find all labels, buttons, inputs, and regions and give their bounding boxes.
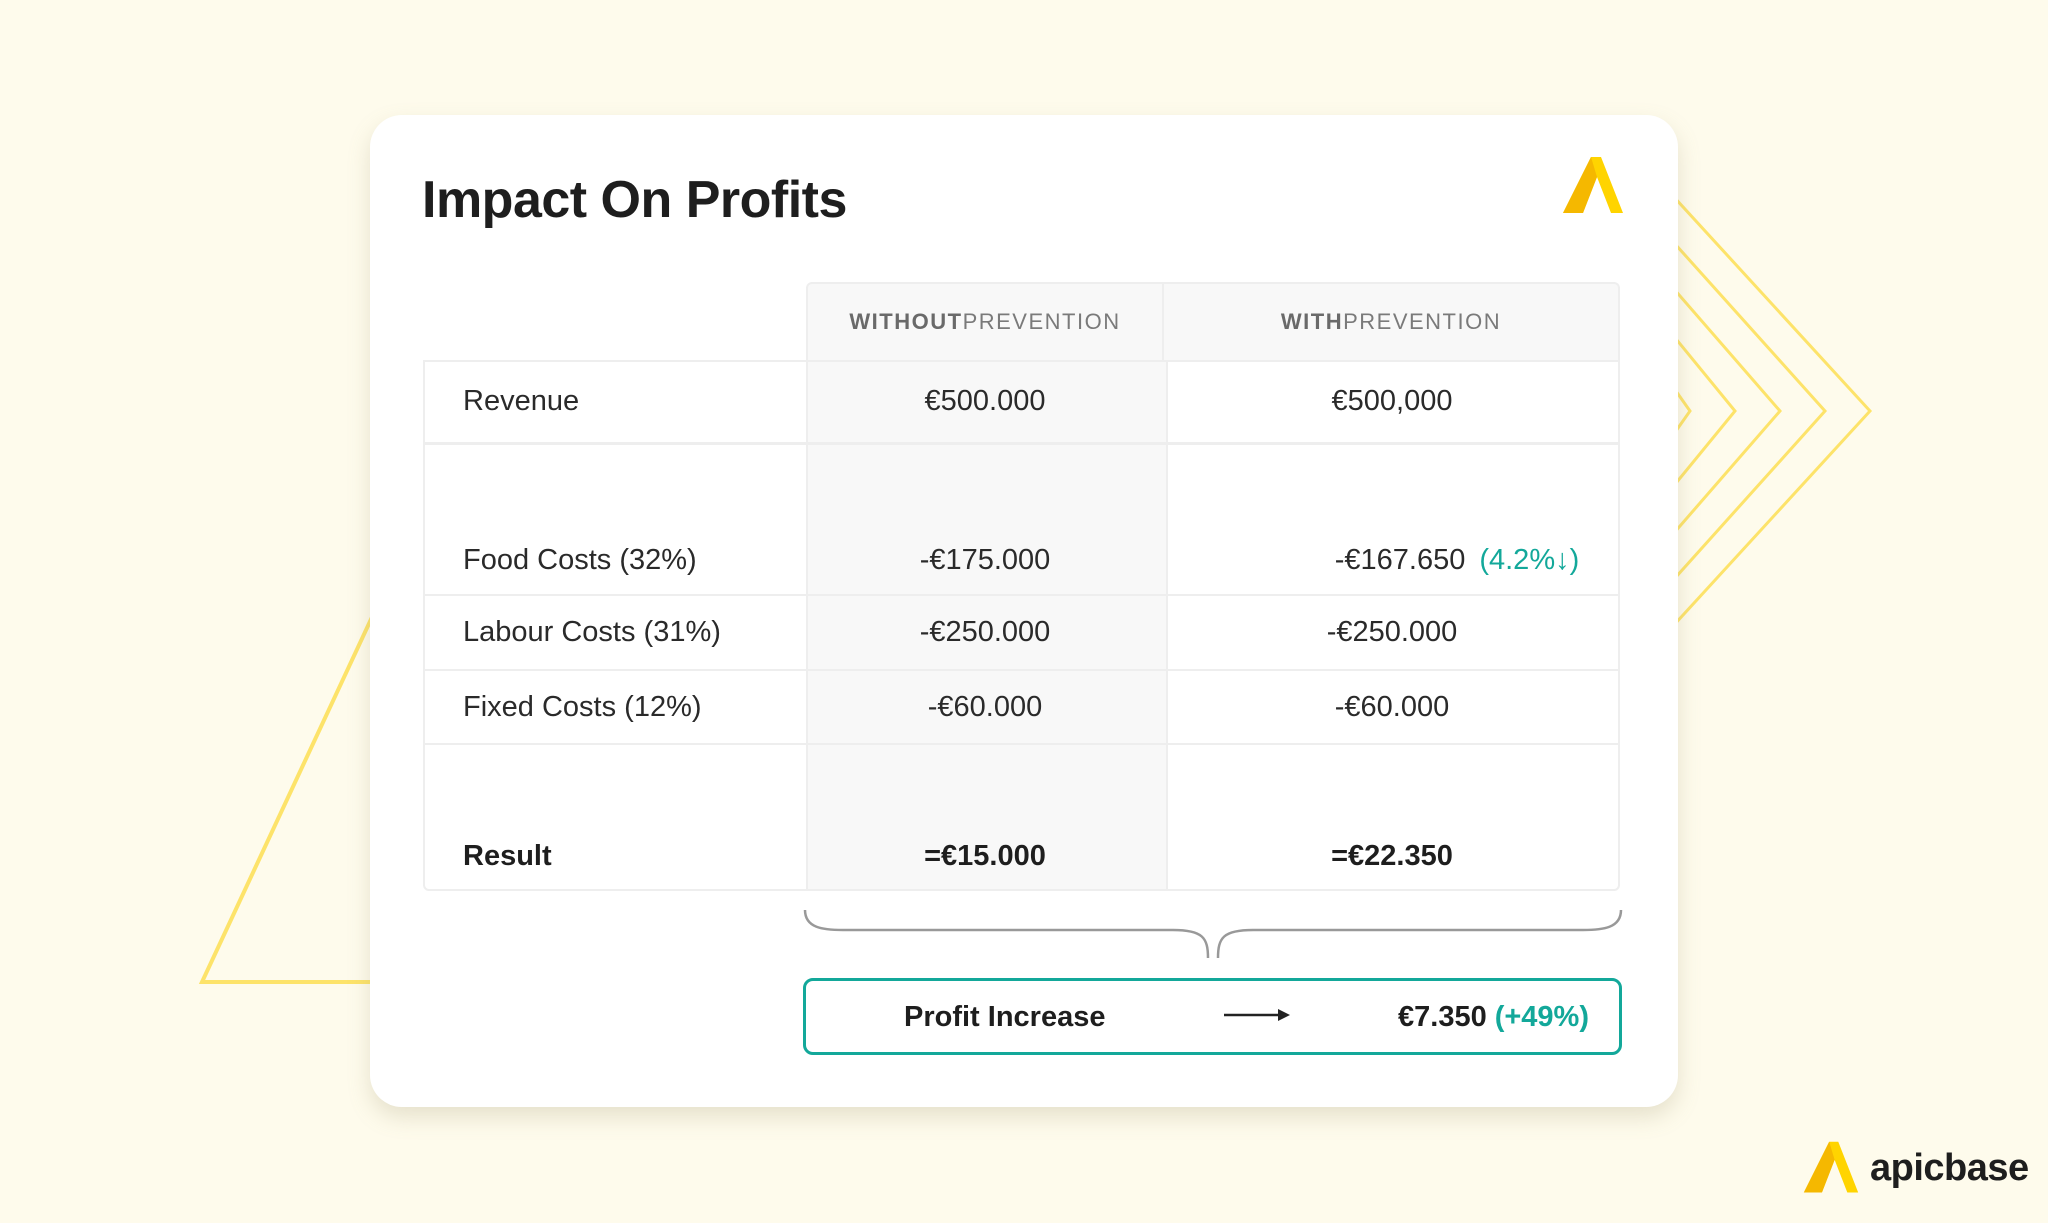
without-value: =€15.000 xyxy=(924,840,1046,872)
with-value: -€60.000 xyxy=(1334,691,1450,723)
profit-increase-box: Profit Increase €7.350 (+49%) xyxy=(803,978,1622,1055)
without-value: -€175.000 xyxy=(919,544,1051,576)
row-label: Revenue xyxy=(463,385,580,417)
without-value: -€60.000 xyxy=(927,691,1043,723)
with-value: -€167.650 (4.2%↓) xyxy=(1334,544,1580,576)
profit-value: €7.350 (+49%) xyxy=(1398,1001,1589,1033)
change-badge: (4.2%↓) xyxy=(1479,544,1580,576)
row-label: Food Costs (32%) xyxy=(463,544,697,576)
profit-label: Profit Increase xyxy=(904,1001,1106,1033)
apicbase-logo-icon xyxy=(1563,157,1623,213)
without-value: €500.000 xyxy=(924,385,1046,417)
arrow-right-icon xyxy=(1224,1009,1290,1021)
header-with-prevention: WITH PREVENTION xyxy=(1164,282,1620,360)
row-label: Labour Costs (31%) xyxy=(463,616,721,648)
impact-card: Impact On Profits WITHOUT PREVENTION WIT… xyxy=(370,115,1678,1107)
apicbase-logo-icon xyxy=(1803,1141,1859,1193)
page-title: Impact On Profits xyxy=(422,171,847,229)
apicbase-brand: apicbase xyxy=(1802,1141,2029,1195)
brand-name: apicbase xyxy=(1870,1146,2029,1189)
row-label: Result xyxy=(463,840,552,872)
with-value: -€250.000 xyxy=(1326,616,1458,648)
with-value: =€22.350 xyxy=(1331,840,1453,872)
row-label: Fixed Costs (12%) xyxy=(463,691,702,723)
curly-brace-icon xyxy=(803,909,1623,958)
profit-percent: (+49%) xyxy=(1494,1001,1589,1033)
with-value: €500,000 xyxy=(1331,385,1453,417)
header-without-prevention: WITHOUT PREVENTION xyxy=(806,282,1164,360)
without-value: -€250.000 xyxy=(919,616,1051,648)
